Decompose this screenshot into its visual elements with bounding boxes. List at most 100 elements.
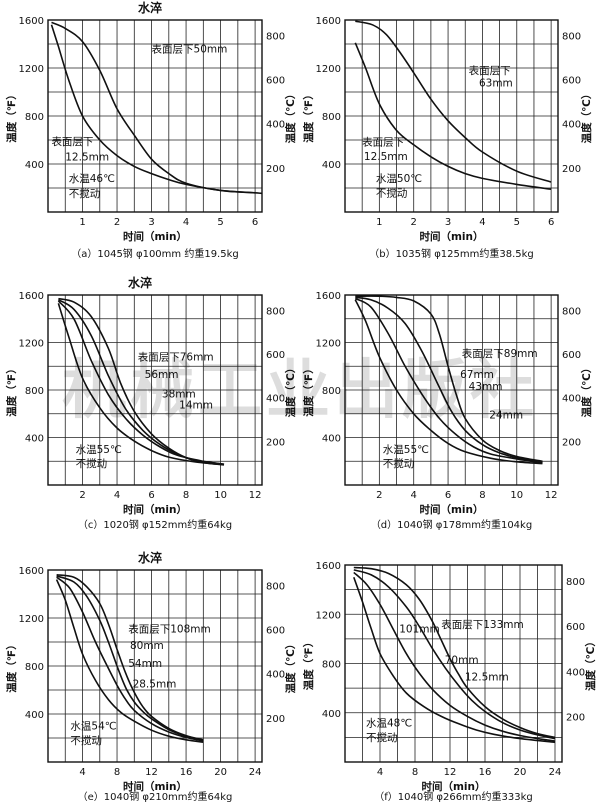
chart-title: 水淬	[128, 275, 152, 290]
x-axis-label: 时间（min）	[421, 780, 485, 793]
x-tick-label: 6	[445, 490, 451, 501]
y-tick-label-right: 200	[566, 713, 585, 724]
y-tick-label-left: 400	[25, 710, 44, 721]
y-tick-label-right: 400	[266, 670, 285, 681]
series-line	[355, 295, 543, 463]
x-tick-label: 5	[514, 217, 520, 228]
y-tick-label-right: 200	[266, 714, 285, 725]
y-tick-label-left: 1200	[19, 339, 44, 350]
plot-frame	[47, 294, 263, 486]
y-tick-label-right: 800	[566, 577, 585, 588]
x-tick-label: 10	[214, 490, 227, 501]
series-line	[55, 579, 204, 743]
annotation-label: 不搅动	[76, 457, 108, 470]
x-tick-label: 20	[514, 767, 527, 778]
annotation-label: 表面层下	[469, 64, 511, 77]
y-tick-label-left: 1200	[19, 614, 44, 625]
x-tick-label: 8	[479, 490, 485, 501]
x-tick-label: 4	[479, 217, 485, 228]
x-axis-label: 时间（min）	[419, 230, 483, 243]
chart-title: 水淬	[138, 550, 162, 565]
y-tick-label-left: 1200	[316, 339, 341, 350]
y-tick-label-right: 600	[566, 622, 585, 633]
x-tick-label: 4	[79, 767, 85, 778]
y-tick-label-left: 1200	[316, 64, 341, 75]
watermark: 机械工业出版社	[62, 354, 538, 428]
x-tick-label: 6	[548, 217, 554, 228]
annotation-label: 70mm	[445, 655, 479, 667]
y-axis-label-left: 温度（℉）	[302, 637, 315, 690]
x-axis-label: 时间（min）	[123, 503, 187, 516]
annotation-label: 67mm	[460, 369, 494, 381]
annotation-label: 表面层下108mm	[128, 622, 211, 635]
x-tick-label: 16	[479, 767, 492, 778]
x-tick-label: 24	[549, 767, 562, 778]
y-tick-label-right: 600	[266, 350, 285, 361]
y-tick-label-left: 800	[322, 660, 341, 671]
chart-caption: （f）1040钢 φ266mm约重333kg	[374, 790, 533, 803]
annotation-label: 43mm	[469, 381, 503, 393]
x-tick-label: 4	[183, 217, 189, 228]
series-line	[354, 299, 543, 465]
x-tick-label: 16	[180, 767, 193, 778]
series-line	[56, 574, 204, 741]
annotation-label: 不搅动	[366, 731, 398, 744]
x-tick-label: 4	[411, 490, 417, 501]
annotation-label: 不搅动	[376, 186, 408, 199]
series-line	[353, 571, 556, 742]
x-axis-label: 时间（min）	[123, 780, 187, 793]
x-tick-label: 12	[545, 490, 558, 501]
series-line	[354, 297, 543, 464]
annotation-label: 14mm	[179, 399, 213, 411]
annotation-label: 12.5mm	[65, 151, 109, 163]
series-line	[56, 575, 204, 742]
annotation-label: 表面层下50mm	[152, 42, 228, 55]
annotation-label: 54mm	[128, 658, 162, 670]
x-tick-label: 3	[445, 217, 451, 228]
x-axis-label: 时间（min）	[123, 230, 187, 243]
y-axis-label-right: 温度（℃）	[580, 89, 593, 144]
series-line	[353, 566, 556, 739]
annotation-label: 不搅动	[70, 734, 102, 747]
x-tick-label: 2	[114, 217, 120, 228]
annotation-label: 12.5mm	[465, 672, 509, 684]
chart-caption: （d）1040钢 φ178mm约重104kg	[371, 518, 532, 531]
y-tick-label-right: 600	[266, 626, 285, 637]
annotation-label: 12.5mm	[364, 151, 408, 163]
annotation-label: 101mm	[399, 624, 440, 636]
y-axis-label-left: 温度（℉）	[5, 639, 18, 692]
annotation-label: 不搅动	[383, 457, 415, 470]
y-axis-label-right: 温度（℃）	[580, 363, 593, 418]
annotation-label: 表面层下133mm	[441, 618, 524, 631]
y-tick-label-right: 600	[266, 76, 285, 87]
series-line	[355, 296, 543, 464]
x-axis-label: 时间（min）	[419, 503, 483, 516]
y-axis-label-right: 温度（℃）	[284, 89, 297, 144]
y-tick-label-left: 1200	[19, 64, 44, 75]
y-tick-label-right: 200	[266, 164, 285, 175]
chart-panel-a: 400 800 1200 1600 200 400 600 800 1 2 3 4 5 6 时间（min） 温…	[5, 0, 297, 260]
y-tick-label-right: 400	[266, 394, 285, 405]
chart-caption: （e）1040钢 φ210mm约重64kg	[78, 790, 233, 803]
x-tick-label: 12	[444, 767, 457, 778]
y-tick-label-right: 400	[566, 667, 585, 678]
series-line	[56, 576, 204, 742]
x-tick-label: 6	[252, 217, 258, 228]
plot-frame	[344, 294, 559, 486]
y-tick-label-right: 400	[266, 120, 285, 131]
annotation-label: 水温48℃	[366, 717, 412, 729]
annotation-label: 56mm	[145, 369, 179, 381]
annotation-label: 80mm	[130, 640, 164, 652]
y-tick-label-left: 1600	[19, 566, 44, 577]
chart-caption: （c）1020钢 φ152mm约重64kg	[78, 518, 232, 531]
y-tick-label-left: 800	[25, 662, 44, 673]
y-tick-label-right: 200	[266, 437, 285, 448]
chart-panel-f: 400 800 1200 1600 200 400 600 800 4 8 12 16 20 24 时间（m…	[302, 561, 597, 803]
y-tick-label-left: 1200	[316, 610, 341, 621]
y-tick-label-left: 800	[322, 386, 341, 397]
y-tick-label-right: 800	[562, 31, 581, 42]
x-tick-label: 2	[79, 490, 85, 501]
annotation-label: 表面层下89mm	[462, 347, 538, 360]
x-tick-label: 2	[376, 490, 382, 501]
annotation-label: 24mm	[489, 410, 523, 422]
